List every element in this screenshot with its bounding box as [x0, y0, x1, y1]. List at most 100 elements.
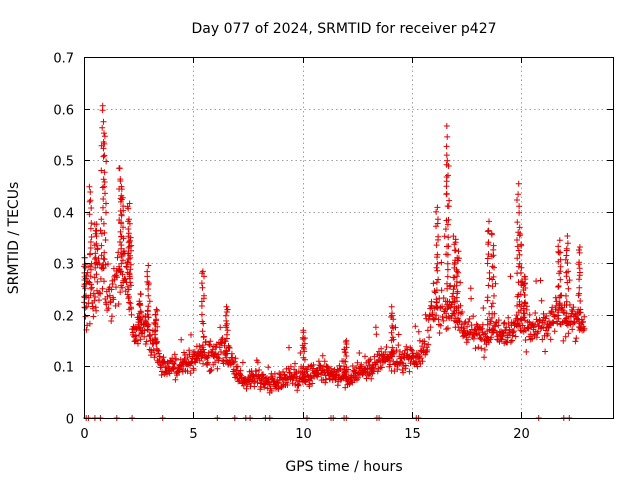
data-point [225, 342, 232, 349]
data-point [489, 263, 496, 270]
data-point [555, 243, 562, 250]
data-point [188, 331, 194, 338]
data-point [444, 266, 451, 273]
data-point [275, 379, 282, 386]
data-point [452, 247, 459, 254]
data-point [99, 184, 106, 191]
data-point [543, 313, 550, 319]
data-point [468, 295, 475, 302]
data-point [117, 289, 124, 296]
data-point [319, 352, 326, 359]
data-point [171, 361, 178, 367]
data-point [576, 247, 582, 253]
data-point [458, 321, 465, 328]
data-point [564, 240, 571, 247]
data-point [125, 205, 132, 212]
data-point [454, 257, 461, 264]
data-point [118, 183, 125, 190]
data-point [563, 245, 570, 252]
data-point [260, 371, 267, 378]
data-point [550, 319, 557, 326]
data-point [538, 297, 545, 304]
data-point [537, 277, 544, 284]
data-point [443, 123, 450, 129]
data-point [488, 230, 495, 237]
data-point [125, 230, 132, 237]
data-point [126, 200, 133, 207]
data-point [137, 291, 144, 298]
data-point [222, 312, 229, 319]
data-point [106, 292, 113, 299]
data-point [100, 145, 107, 152]
x-tick-label: 5 [189, 427, 197, 442]
data-point [556, 300, 563, 307]
data-point [505, 314, 512, 321]
data-point [112, 302, 119, 309]
data-point [82, 285, 89, 292]
data-point [239, 359, 246, 366]
data-point [198, 280, 205, 287]
data-point [231, 358, 238, 365]
data-point [164, 371, 170, 378]
data-point [114, 274, 121, 281]
data-point [118, 211, 125, 218]
data-point [522, 317, 528, 324]
data-point [565, 285, 572, 292]
data-point [378, 345, 385, 352]
data-point [433, 287, 440, 294]
data-point [103, 209, 109, 216]
data-point [122, 288, 129, 295]
data-point [146, 298, 153, 305]
data-point [440, 295, 447, 301]
data-point [127, 252, 133, 259]
data-point [394, 366, 401, 373]
data-point [444, 273, 451, 280]
data-point [563, 314, 570, 321]
data-point [293, 377, 299, 384]
data-point [433, 304, 440, 311]
x-tick-label: 10 [295, 427, 312, 442]
data-point [93, 240, 100, 247]
data-point [382, 349, 389, 355]
data-point [116, 165, 123, 172]
data-point [265, 364, 272, 371]
data-point [133, 337, 140, 344]
data-point [517, 291, 524, 298]
data-point [295, 382, 302, 389]
data-point [103, 200, 109, 207]
data-point [309, 380, 316, 387]
y-tick-labels: 0 0.1 0.2 0.3 0.4 0.5 0.6 0.7 [53, 52, 74, 428]
data-point [300, 373, 307, 380]
data-point [541, 319, 548, 326]
data-point [514, 237, 520, 243]
x-tick-label: 20 [513, 427, 530, 442]
data-point [115, 301, 122, 307]
data-point [127, 237, 133, 244]
data-point [383, 344, 390, 350]
data-point [224, 320, 230, 327]
y-axis-label: SRMTID / TECUs [6, 182, 22, 295]
data-point [87, 273, 94, 280]
data-point [237, 367, 244, 374]
data-point [467, 285, 474, 292]
data-point [101, 140, 108, 147]
data-point [484, 334, 491, 341]
data-point [268, 387, 275, 394]
data-point [222, 347, 229, 354]
data-point [88, 281, 94, 288]
data-point [222, 338, 229, 345]
data-point [354, 359, 361, 366]
data-point [93, 271, 100, 278]
data-point [421, 340, 428, 347]
data-point [455, 317, 462, 324]
data-point [102, 237, 109, 243]
data-point [101, 179, 108, 185]
data-point [556, 237, 563, 244]
data-point [475, 344, 482, 351]
data-point [424, 347, 431, 353]
data-point [488, 303, 495, 310]
data-point [388, 314, 395, 320]
data-point [435, 316, 442, 323]
data-point [434, 299, 440, 305]
data-point [573, 335, 580, 342]
